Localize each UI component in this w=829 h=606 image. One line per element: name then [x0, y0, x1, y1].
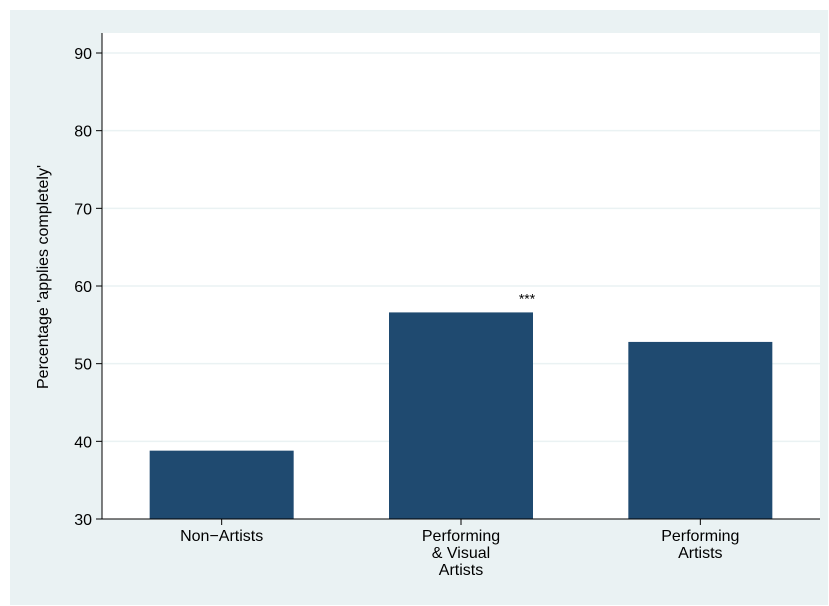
x-tick-label: Non−Artists [180, 528, 263, 545]
y-tick-label: 60 [74, 279, 92, 296]
x-tick-label-line: Artists [439, 562, 483, 579]
bar [149, 450, 294, 519]
y-tick-label: 70 [74, 201, 92, 218]
axes [96, 33, 820, 525]
bars [149, 312, 773, 519]
y-tick-label: 30 [74, 512, 92, 529]
y-tick-label: 50 [74, 357, 92, 374]
x-tick-label-line: Non−Artists [180, 528, 263, 545]
x-tick-label: Performing Artists [661, 528, 739, 562]
significance-annotation: *** [519, 290, 536, 306]
x-tick-label: Performing & Visual Artists [422, 528, 500, 579]
y-tick-label: 90 [74, 46, 92, 63]
x-tick-label-line: & Visual [432, 545, 490, 562]
y-axis-title: Percentage 'applies completely' [35, 165, 52, 389]
bar [389, 312, 533, 519]
x-tick-label-line: Performing [422, 528, 500, 545]
y-tick-label: 40 [74, 434, 92, 451]
bar [628, 341, 773, 519]
y-tick-label: 80 [74, 124, 92, 141]
x-tick-label-line: Artists [678, 545, 722, 562]
x-tick-label-line: Performing [661, 528, 739, 545]
